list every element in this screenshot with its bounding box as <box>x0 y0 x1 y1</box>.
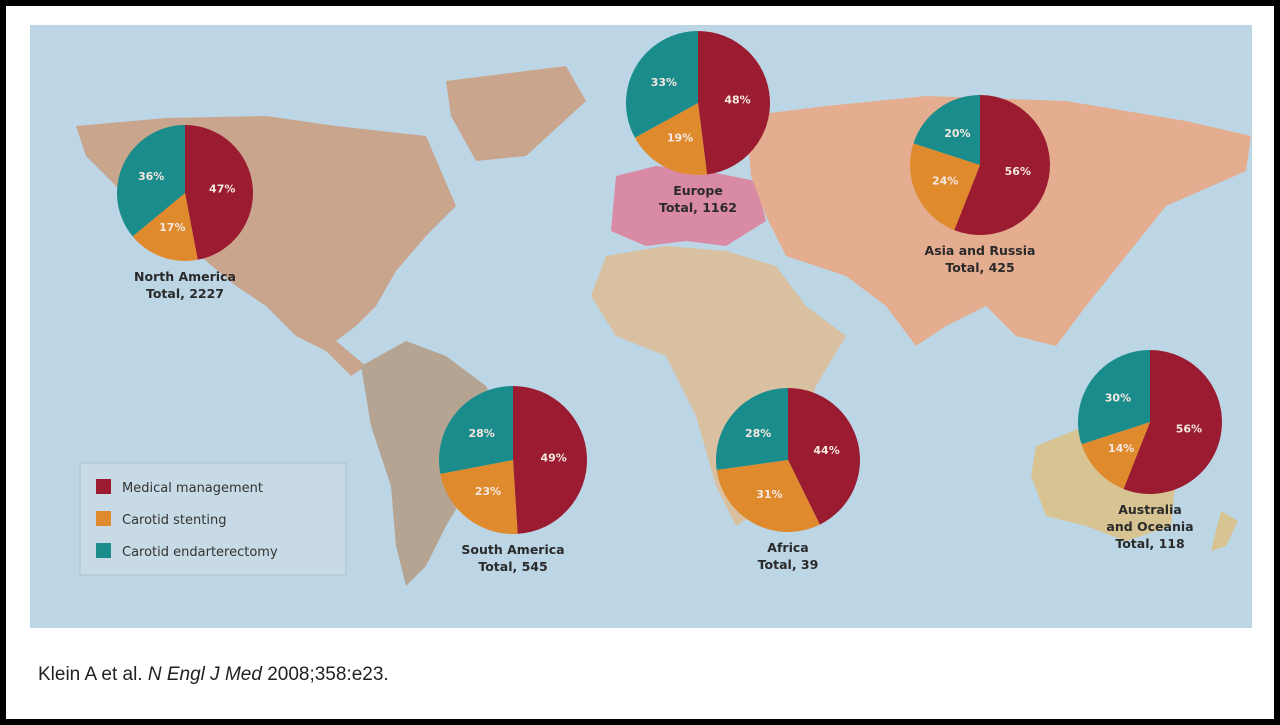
new-zealand-landmass <box>1211 511 1238 551</box>
slice-value-label: 14% <box>1108 442 1134 455</box>
slice-value-label: 47% <box>209 182 235 195</box>
pie-slice-carotid-stenting <box>132 193 198 261</box>
slice-value-label: 28% <box>745 427 771 440</box>
region-name-label: North America <box>134 269 236 284</box>
legend-label-stenting: Carotid stenting <box>122 513 226 528</box>
slice-value-label: 30% <box>1105 392 1131 405</box>
greenland-landmass <box>446 66 586 161</box>
slice-value-label: 24% <box>932 174 958 187</box>
slice-value-label: 56% <box>1176 422 1202 435</box>
legend-swatch-endarterectomy <box>96 543 111 558</box>
pie-slice-medical-management <box>788 388 860 525</box>
pie-slice-carotid-endarterectomy <box>439 386 513 474</box>
slice-value-label: 23% <box>475 485 501 498</box>
legend-swatch-medical <box>96 479 111 494</box>
pie-slice-carotid-stenting <box>634 103 708 175</box>
figure-frame: 47% 17% 36% North America Total, 2227 48% 19% 3… <box>6 6 1274 719</box>
region-name-label: Asia and Russia <box>925 243 1036 258</box>
region-total-label: Total, 118 <box>1115 536 1184 551</box>
legend-swatch-stenting <box>96 511 111 526</box>
caption-journal: N Engl J Med <box>147 664 262 685</box>
caption-citation: 2008;358:e23. <box>267 664 389 685</box>
pie-slice-carotid-stenting <box>910 143 980 231</box>
pie-north-america: 47% 17% 36% North America Total, 2227 <box>117 125 253 301</box>
slice-value-label: 36% <box>138 170 164 183</box>
slice-value-label: 17% <box>159 221 185 234</box>
pie-australia-and-oceania: 56% 14% 30% Australia and Oceania Total, 118 <box>1078 350 1223 551</box>
europe-landmass <box>611 166 766 246</box>
pie-slice-carotid-stenting <box>440 460 518 535</box>
pie-slice-carotid-endarterectomy <box>716 388 788 470</box>
region-name-label: South America <box>461 542 564 557</box>
pie-slice-carotid-stenting <box>716 460 820 532</box>
pie-slice-medical-management <box>1123 350 1223 494</box>
slice-value-label: 56% <box>1005 165 1031 178</box>
pie-slice-medical-management <box>185 125 253 260</box>
legend-label-medical: Medical management <box>122 481 263 496</box>
slice-value-label: 31% <box>756 488 782 501</box>
pie-south-america: 49% 23% 28% South America Total, 545 <box>439 386 588 574</box>
pie-charts: 47% 17% 36% North America Total, 2227 48% 19% 3… <box>117 31 1223 574</box>
region-name-label: Australia <box>1118 502 1182 517</box>
pie-slice-medical-management <box>698 31 770 175</box>
region-total-label: Total, 545 <box>478 559 547 574</box>
pie-slice-medical-management <box>513 386 588 534</box>
figure-caption: Klein A et al. N Engl J Med 2008;358:e23… <box>38 664 389 686</box>
region-total-label: Total, 2227 <box>146 286 224 301</box>
pie-europe: 48% 19% 33% Europe Total, 1162 <box>626 31 770 215</box>
legend: Medical management Carotid stenting Caro… <box>79 462 347 576</box>
region-total-label: Total, 39 <box>758 557 819 572</box>
slice-value-label: 20% <box>944 127 970 140</box>
pie-africa: 44% 31% 28% Africa Total, 39 <box>716 388 860 572</box>
pie-slice-carotid-endarterectomy <box>1078 350 1150 445</box>
caption-authors: Klein A et al. <box>38 664 143 685</box>
region-name-label: and Oceania <box>1106 519 1193 534</box>
pie-slice-medical-management <box>954 95 1050 235</box>
legend-label-endarterectomy: Carotid endarterectomy <box>122 545 278 560</box>
slice-value-label: 28% <box>468 427 494 440</box>
slice-value-label: 33% <box>651 76 677 89</box>
slice-value-label: 48% <box>724 94 750 107</box>
pie-slice-carotid-stenting <box>1081 422 1150 489</box>
pie-slice-carotid-endarterectomy <box>117 125 185 237</box>
slice-value-label: 49% <box>541 452 567 465</box>
pie-asia-and-russia: 56% 24% 20% Asia and Russia Total, 425 <box>910 95 1050 275</box>
slice-value-label: 19% <box>667 131 693 144</box>
world-map: 47% 17% 36% North America Total, 2227 48% 19% 3… <box>30 25 1252 628</box>
slice-value-label: 44% <box>813 444 839 457</box>
pie-slice-carotid-endarterectomy <box>913 95 980 165</box>
region-total-label: Total, 1162 <box>659 200 737 215</box>
pie-slice-carotid-endarterectomy <box>626 31 698 138</box>
region-name-label: Africa <box>767 540 808 555</box>
region-name-label: Europe <box>673 183 723 198</box>
region-total-label: Total, 425 <box>945 260 1014 275</box>
legend-box <box>79 462 347 576</box>
